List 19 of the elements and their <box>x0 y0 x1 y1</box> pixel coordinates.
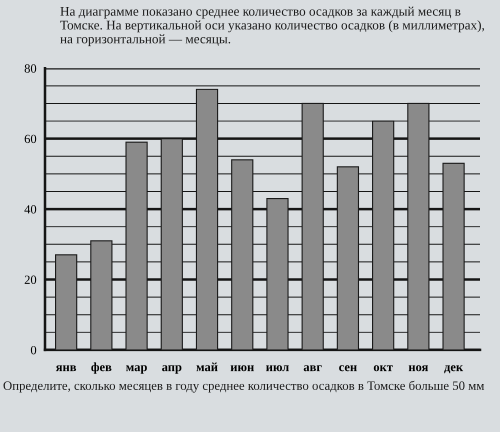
text: Определите, сколько месяцев в году среднее количество осадков в Томске больше 50 мм <box>4 380 484 393</box>
x-tick-label: май <box>196 362 218 372</box>
y-tick-label: 20 <box>24 276 36 284</box>
x-tick-label: апр <box>162 365 182 374</box>
x-tick-label: ноя <box>408 365 428 372</box>
y-tick-label: 0 <box>30 346 36 354</box>
x-tick-label: июн <box>230 365 254 372</box>
x-tick-label: дек <box>444 365 464 374</box>
x-tick-label: янв <box>56 365 76 372</box>
y-tick-label: 40 <box>24 205 36 214</box>
x-tick-label: фев <box>91 362 112 374</box>
x-tick-label: авг <box>304 365 322 372</box>
y-tick-label: 80 <box>24 64 36 73</box>
x-tick-label: июл <box>266 365 289 372</box>
x-tick-label: мар <box>126 365 147 374</box>
x-tick-label: окт <box>374 365 393 372</box>
chart-title: На диаграмме показано среднее количество осадков за каждый месяц в Томске. На вертикальной оси указано количество осадков (в миллиметрах), на горизонтальной — месяцы. <box>60 6 484 46</box>
y-tick-label: 60 <box>24 134 36 144</box>
x-tick-label: сен <box>339 365 357 372</box>
